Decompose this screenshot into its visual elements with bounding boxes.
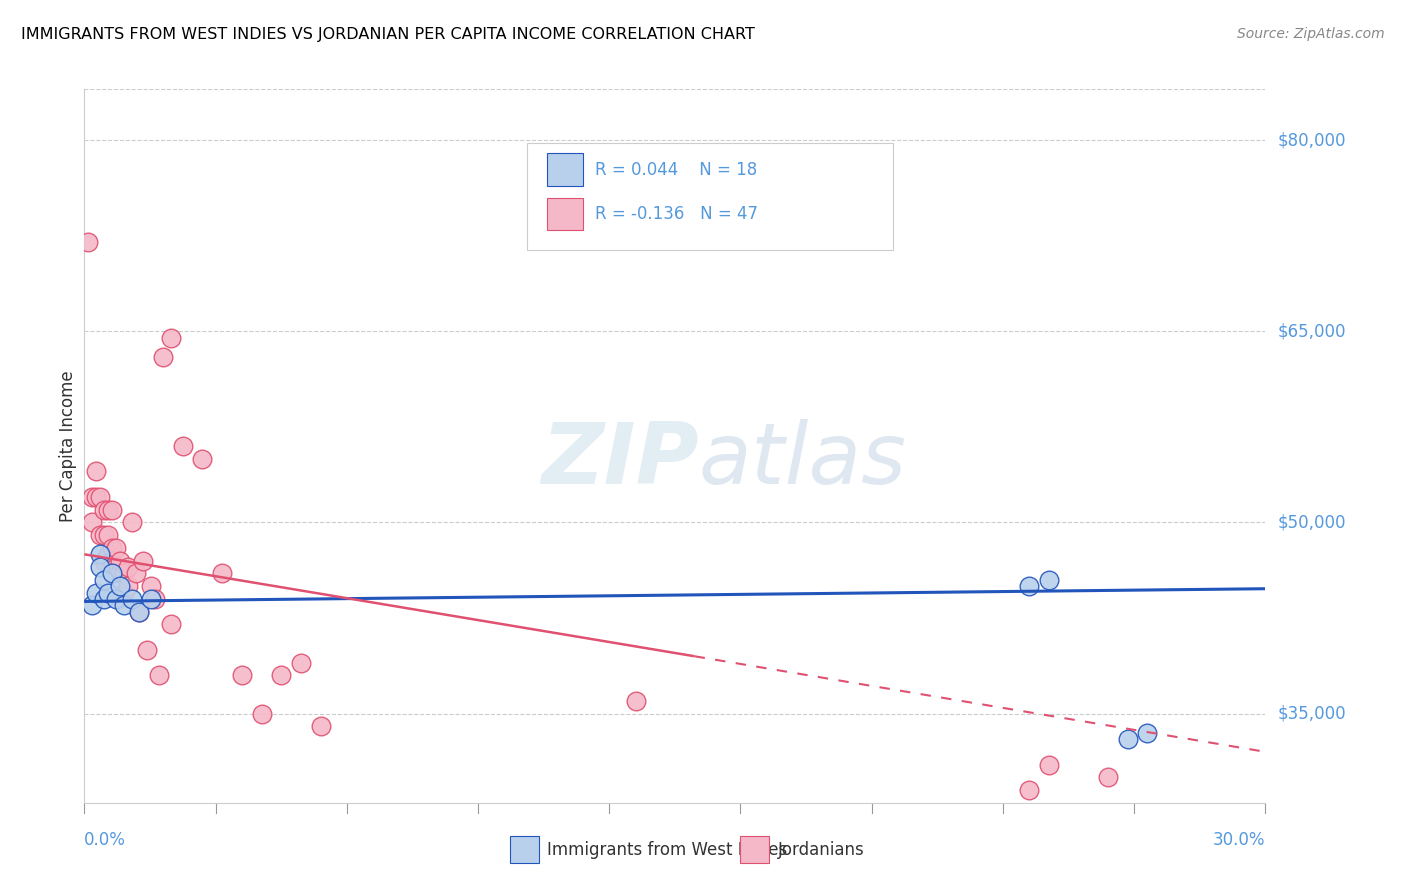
Point: [152, 350, 174, 364]
Point: [93, 502, 115, 516]
Point: [84, 585, 107, 599]
Point: [112, 599, 135, 613]
Point: [108, 554, 131, 568]
Point: [97, 528, 120, 542]
Text: 0.0%: 0.0%: [84, 831, 127, 849]
Point: [104, 591, 127, 606]
Point: [1038, 757, 1060, 772]
Point: [97, 585, 120, 599]
Point: [191, 451, 214, 466]
Text: $50,000: $50,000: [1277, 514, 1346, 532]
Text: 30.0%: 30.0%: [1213, 831, 1265, 849]
Point: [1018, 579, 1040, 593]
Y-axis label: Per Capita Income: Per Capita Income: [59, 370, 77, 522]
Point: [93, 591, 115, 606]
Text: ZIP: ZIP: [541, 418, 699, 502]
Point: [121, 516, 143, 530]
Point: [82, 599, 104, 613]
Point: [141, 591, 163, 606]
FancyBboxPatch shape: [509, 837, 538, 863]
Text: atlas: atlas: [699, 418, 907, 502]
Text: IMMIGRANTS FROM WEST INDIES VS JORDANIAN PER CAPITA INCOME CORRELATION CHART: IMMIGRANTS FROM WEST INDIES VS JORDANIAN…: [21, 27, 755, 42]
FancyBboxPatch shape: [547, 153, 582, 186]
Point: [89, 560, 111, 574]
Point: [1136, 725, 1159, 739]
Point: [117, 560, 139, 574]
Point: [112, 566, 135, 581]
Point: [1097, 770, 1119, 784]
Point: [89, 528, 111, 542]
Point: [101, 541, 124, 555]
FancyBboxPatch shape: [740, 837, 769, 863]
Point: [1116, 732, 1139, 747]
Point: [250, 706, 273, 721]
FancyBboxPatch shape: [527, 143, 893, 250]
Point: [231, 668, 253, 682]
Text: R = 0.044    N = 18: R = 0.044 N = 18: [595, 161, 756, 178]
Point: [136, 643, 159, 657]
Point: [117, 579, 139, 593]
Point: [82, 516, 104, 530]
Text: $65,000: $65,000: [1277, 322, 1346, 341]
Point: [97, 502, 120, 516]
Point: [148, 668, 170, 682]
Point: [89, 547, 111, 561]
Point: [143, 591, 166, 606]
Point: [93, 573, 115, 587]
Point: [1038, 573, 1060, 587]
Point: [84, 465, 107, 479]
Point: [97, 547, 120, 561]
Point: [104, 560, 127, 574]
Point: [160, 331, 183, 345]
Point: [108, 566, 131, 581]
Text: Jordanians: Jordanians: [778, 841, 865, 859]
Point: [290, 656, 312, 670]
Point: [211, 566, 233, 581]
Point: [101, 502, 124, 516]
Point: [82, 490, 104, 504]
Point: [132, 554, 155, 568]
Point: [104, 541, 127, 555]
Point: [93, 528, 115, 542]
Point: [309, 719, 332, 733]
Point: [624, 694, 647, 708]
Point: [108, 579, 131, 593]
Point: [124, 566, 146, 581]
Point: [84, 490, 107, 504]
Point: [128, 605, 150, 619]
Point: [101, 554, 124, 568]
FancyBboxPatch shape: [547, 198, 582, 230]
Text: Immigrants from West Indies: Immigrants from West Indies: [547, 841, 787, 859]
Text: Source: ZipAtlas.com: Source: ZipAtlas.com: [1237, 27, 1385, 41]
Point: [89, 490, 111, 504]
Point: [77, 235, 100, 249]
Text: $80,000: $80,000: [1277, 131, 1346, 149]
Point: [112, 585, 135, 599]
Point: [141, 579, 163, 593]
Text: $35,000: $35,000: [1277, 705, 1346, 723]
Point: [1018, 783, 1040, 797]
Point: [172, 439, 194, 453]
Text: R = -0.136   N = 47: R = -0.136 N = 47: [595, 205, 758, 223]
Point: [101, 566, 124, 581]
Point: [121, 591, 143, 606]
Point: [270, 668, 292, 682]
Point: [128, 605, 150, 619]
Point: [160, 617, 183, 632]
Point: [93, 554, 115, 568]
